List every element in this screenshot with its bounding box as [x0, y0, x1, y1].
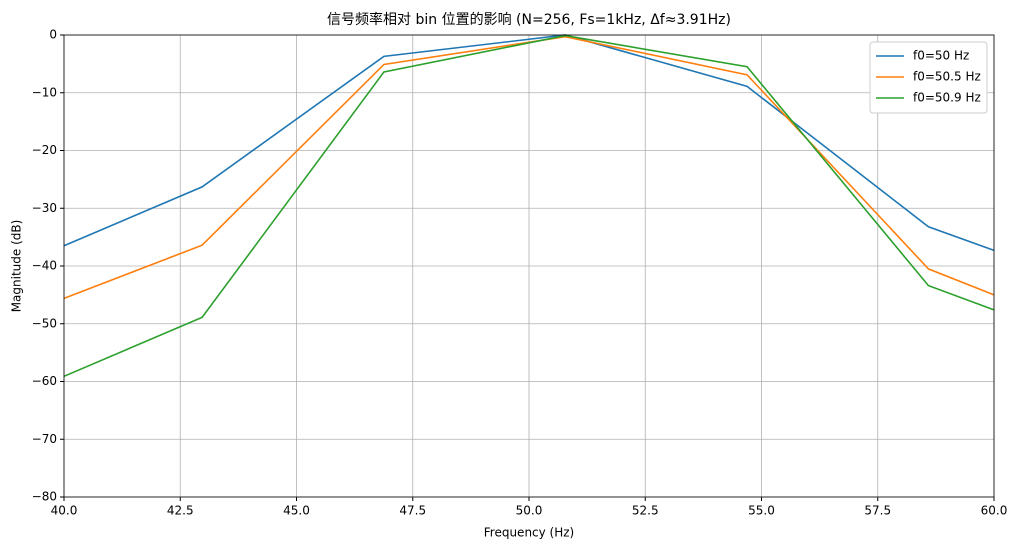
data-line — [63, 34, 995, 378]
legend-label: f0=50 Hz — [913, 49, 969, 63]
y-axis-label: Magnitude (dB) — [10, 220, 24, 313]
x-axis-label: Frequency (Hz) — [484, 526, 575, 540]
y-tick-label: −60 — [32, 374, 57, 388]
x-tick-label: 50.0 — [516, 504, 543, 518]
x-tick-label: 52.5 — [632, 504, 659, 518]
y-tick-label: −40 — [32, 259, 57, 273]
x-tick-label: 57.5 — [864, 504, 891, 518]
x-tick-label: 47.5 — [399, 504, 426, 518]
y-tick-label: −80 — [32, 490, 57, 504]
y-tick-label: −10 — [32, 85, 57, 99]
y-tick-label: −30 — [32, 201, 57, 215]
plot-frame — [63, 34, 995, 498]
x-tick-label: 40.0 — [51, 504, 78, 518]
legend-label: f0=50.9 Hz — [913, 91, 981, 105]
y-tick-label: −20 — [32, 143, 57, 157]
legend-label: f0=50.5 Hz — [913, 70, 981, 84]
y-tick-label: 0 — [49, 28, 57, 42]
y-tick-label: −70 — [32, 432, 57, 446]
x-tick-label: 42.5 — [167, 504, 194, 518]
data-line — [63, 35, 995, 300]
x-tick-label: 45.0 — [283, 504, 310, 518]
y-tick-label: −50 — [32, 316, 57, 330]
legend-box — [869, 41, 988, 114]
x-tick-label: 60.0 — [981, 504, 1008, 518]
chart-title: 信号频率相对 bin 位置的影响 (N=256, Fs=1kHz, Δf≈3.9… — [327, 11, 731, 28]
x-tick-label: 55.0 — [748, 504, 775, 518]
